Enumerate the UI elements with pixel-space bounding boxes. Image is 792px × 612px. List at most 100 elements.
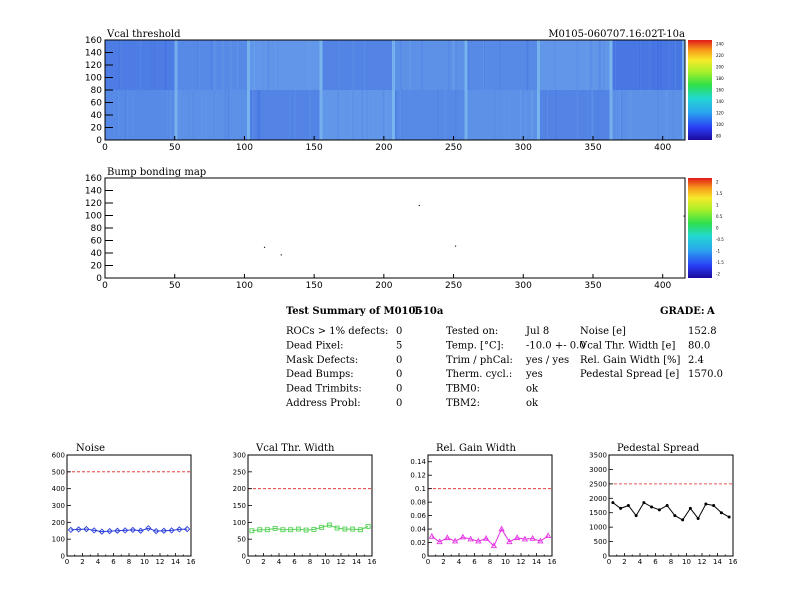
series-line bbox=[431, 528, 549, 547]
y-tick-label: 300 bbox=[233, 452, 246, 460]
data-point bbox=[114, 527, 121, 534]
summary-mid-label: Temp. [°C]: bbox=[446, 340, 504, 351]
x-tick-label: 16 bbox=[729, 558, 738, 566]
texture-stripe bbox=[308, 90, 310, 140]
palette-tick-label: 120 bbox=[716, 111, 724, 116]
texture-stripe bbox=[337, 90, 339, 140]
texture-stripe bbox=[546, 90, 548, 140]
map1-palette-ticks: 240 220 200 180 160 140 120 100 80 bbox=[716, 42, 724, 139]
texture-stripe bbox=[349, 90, 351, 140]
y-tick-label: 0.12 bbox=[410, 472, 426, 480]
x-tick-label: 12 bbox=[156, 558, 165, 566]
texture-stripe bbox=[657, 90, 659, 140]
summary-mid-value: -10.0 +- 0.0 bbox=[526, 340, 586, 351]
texture-stripe bbox=[531, 90, 533, 140]
map1-title: Vcal threshold bbox=[106, 29, 181, 40]
data-point bbox=[475, 537, 482, 544]
data-point bbox=[626, 504, 630, 507]
texture-stripe bbox=[554, 40, 556, 90]
x-tick-label: 300 bbox=[515, 143, 532, 153]
summary-left-label: ROCs > 1% defects: bbox=[286, 326, 388, 337]
y-tick-label: 400 bbox=[52, 485, 65, 493]
test-summary: Test Summary of M0105 T-10a GRADE: A ROC… bbox=[285, 306, 723, 409]
palette-tick-label: 100 bbox=[716, 122, 724, 127]
x-tick-label: 50 bbox=[169, 281, 181, 291]
summary-left-label: Dead Bumps: bbox=[286, 369, 354, 380]
data-point bbox=[665, 504, 669, 507]
texture-stripe bbox=[373, 90, 375, 140]
x-tick-label: 12 bbox=[698, 558, 707, 566]
roc-edge bbox=[319, 90, 323, 140]
texture-stripe bbox=[140, 40, 142, 90]
texture-stripe bbox=[674, 40, 676, 90]
x-tick-label: 16 bbox=[187, 558, 196, 566]
texture-stripe bbox=[330, 90, 332, 140]
texture-stripe bbox=[310, 40, 312, 90]
y-tick-label: 2000 bbox=[589, 495, 607, 503]
x-tick-label: 0 bbox=[426, 558, 430, 566]
data-point bbox=[529, 534, 536, 541]
texture-stripe bbox=[527, 40, 529, 90]
texture-stripe bbox=[404, 40, 406, 90]
roc-tile bbox=[105, 90, 178, 140]
noise-plot: Noise 0 100 200 300 400 500 600 0 2 4 6 8 10 12 14 16 bbox=[52, 443, 196, 566]
texture-stripe bbox=[519, 90, 521, 140]
texture-stripe bbox=[499, 40, 501, 90]
plot-frame bbox=[66, 454, 192, 557]
texture-stripe bbox=[599, 40, 602, 90]
texture-stripe bbox=[666, 90, 668, 140]
texture-stripe bbox=[400, 90, 403, 140]
texture-stripe bbox=[672, 90, 674, 140]
data-point bbox=[428, 532, 436, 539]
y-tick-label: 1000 bbox=[589, 524, 607, 532]
summary-right-label: Rel. Gain Width [%] bbox=[580, 355, 681, 366]
data-point bbox=[619, 506, 623, 510]
y-tick-label: 40 bbox=[91, 249, 103, 259]
y-tick-label: 0.04 bbox=[410, 526, 426, 534]
y-tick-label: 0.02 bbox=[410, 539, 426, 547]
x-tick-label: 400 bbox=[654, 143, 671, 153]
data-point bbox=[280, 527, 286, 533]
texture-stripe bbox=[482, 40, 485, 90]
data-point bbox=[444, 534, 451, 541]
y-tick-label: 3500 bbox=[589, 452, 607, 460]
y-tick-label: 0 bbox=[61, 553, 65, 561]
x-tick-label: 2 bbox=[80, 558, 84, 566]
texture-stripe bbox=[613, 90, 616, 140]
texture-stripe bbox=[483, 40, 485, 90]
vcal-width-plot-title: Vcal Thr. Width bbox=[255, 443, 335, 454]
x-tick-label: 400 bbox=[654, 281, 671, 291]
data-point bbox=[319, 524, 325, 530]
texture-stripe bbox=[448, 40, 450, 90]
texture-stripe bbox=[118, 40, 120, 90]
y-tick-label: 200 bbox=[233, 485, 246, 493]
palette-tick-label: 2 bbox=[716, 180, 719, 185]
roc-edge bbox=[537, 90, 540, 140]
data-point bbox=[521, 535, 529, 542]
summary-left-label: Dead Pixel: bbox=[286, 340, 344, 351]
y-tick-label: 150 bbox=[233, 502, 246, 510]
x-tick-label: 4 bbox=[638, 558, 643, 566]
summary-mid-value: ok bbox=[526, 398, 539, 409]
map2-points bbox=[263, 204, 685, 256]
x-tick-label: 6 bbox=[472, 558, 477, 566]
texture-stripe bbox=[196, 40, 198, 90]
y-tick-label: 140 bbox=[85, 187, 102, 197]
x-tick-label: 350 bbox=[584, 281, 601, 291]
texture-stripe bbox=[450, 90, 452, 140]
data-point bbox=[673, 514, 677, 518]
map1-palette bbox=[688, 40, 712, 140]
y-tick-label: 160 bbox=[85, 36, 102, 46]
x-tick-label: 12 bbox=[517, 558, 526, 566]
map2-palette bbox=[688, 178, 712, 278]
texture-stripe bbox=[258, 90, 260, 140]
grade-value: A bbox=[706, 306, 715, 317]
x-tick-label: 150 bbox=[306, 143, 323, 153]
x-tick-label: 0 bbox=[102, 143, 108, 153]
y-tick-label: 2500 bbox=[589, 480, 607, 488]
texture-stripe bbox=[444, 90, 447, 140]
series-line bbox=[612, 501, 730, 521]
map2-axes: 0 50 100 150 200 250 300 350 400 0 20 40 60 80 100 120 1… bbox=[85, 174, 672, 291]
roc-edge bbox=[392, 90, 395, 140]
